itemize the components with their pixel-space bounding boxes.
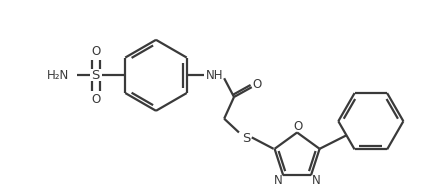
Text: N: N xyxy=(312,174,320,187)
Text: O: O xyxy=(91,45,100,58)
Text: O: O xyxy=(294,120,303,133)
Text: S: S xyxy=(92,69,100,82)
Text: S: S xyxy=(242,132,250,145)
Text: O: O xyxy=(91,93,100,107)
Text: H₂N: H₂N xyxy=(47,69,69,82)
Text: O: O xyxy=(252,78,261,91)
Text: NH: NH xyxy=(206,69,223,82)
Text: N: N xyxy=(274,174,283,187)
